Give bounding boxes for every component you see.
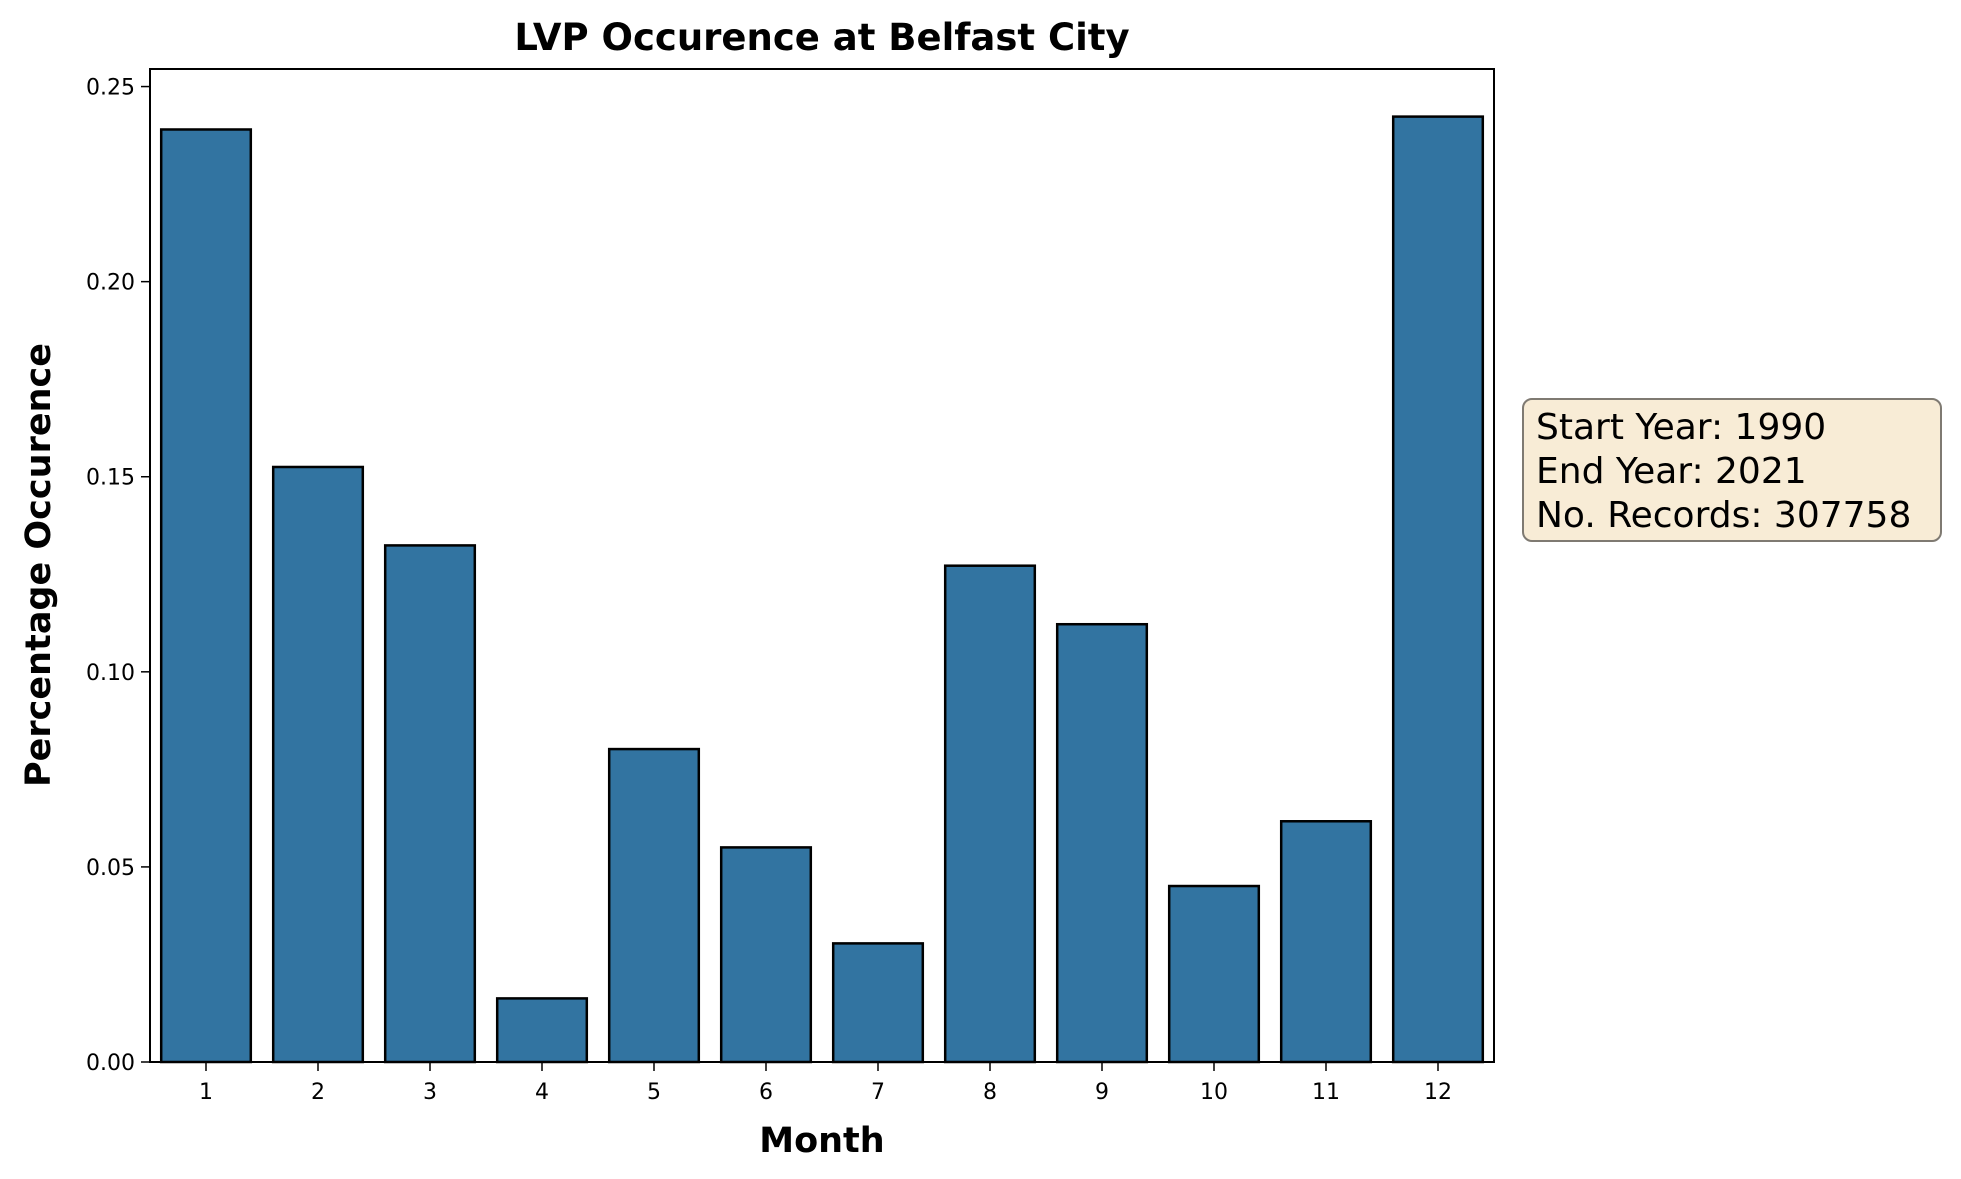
y-tick-label: 0.15 <box>86 466 135 491</box>
plot-frame <box>149 68 1495 1063</box>
x-tick-label: 7 <box>871 1080 885 1105</box>
bar-month-8 <box>943 564 1037 1064</box>
end-year-text: End Year: 2021 <box>1536 451 1807 492</box>
x-tick-label: 1 <box>199 1080 213 1105</box>
info-box: Start Year: 1990 End Year: 2021 No. Reco… <box>1522 398 1942 542</box>
x-tick-label: 8 <box>983 1080 997 1105</box>
y-tick-label: 0.20 <box>86 271 135 296</box>
bar-month-7 <box>831 942 925 1064</box>
x-tick-label: 2 <box>311 1080 325 1105</box>
x-tick-label: 10 <box>1200 1080 1228 1105</box>
y-tick-label: 0.05 <box>86 856 135 881</box>
bar-month-5 <box>607 747 701 1064</box>
bar-month-11 <box>1279 820 1373 1064</box>
x-tick-label: 12 <box>1424 1080 1452 1105</box>
chart-title: LVP Occurence at Belfast City <box>514 16 1129 59</box>
bar-month-1 <box>159 128 253 1064</box>
y-axis-label: Percentage Occurence <box>19 343 59 787</box>
bar-month-12 <box>1391 115 1485 1064</box>
x-tick-label: 3 <box>423 1080 437 1105</box>
x-tick-label: 6 <box>759 1080 773 1105</box>
x-axis-label: Month <box>759 1121 884 1161</box>
x-tick-label: 9 <box>1095 1080 1109 1105</box>
start-year-text: Start Year: 1990 <box>1536 407 1827 448</box>
x-tick-label: 4 <box>535 1080 549 1105</box>
y-tick-label: 0.10 <box>86 661 135 686</box>
bar-month-2 <box>271 465 365 1064</box>
bar-month-3 <box>383 544 477 1064</box>
y-tick-label: 0.00 <box>86 1051 135 1076</box>
y-tick-label: 0.25 <box>86 76 135 101</box>
x-tick-label: 11 <box>1312 1080 1340 1105</box>
records-text: No. Records: 307758 <box>1536 495 1912 536</box>
bar-month-10 <box>1167 884 1261 1064</box>
bar-month-4 <box>495 997 589 1064</box>
bar-month-6 <box>719 846 813 1064</box>
x-tick-label: 5 <box>647 1080 661 1105</box>
bar-month-9 <box>1055 622 1149 1064</box>
